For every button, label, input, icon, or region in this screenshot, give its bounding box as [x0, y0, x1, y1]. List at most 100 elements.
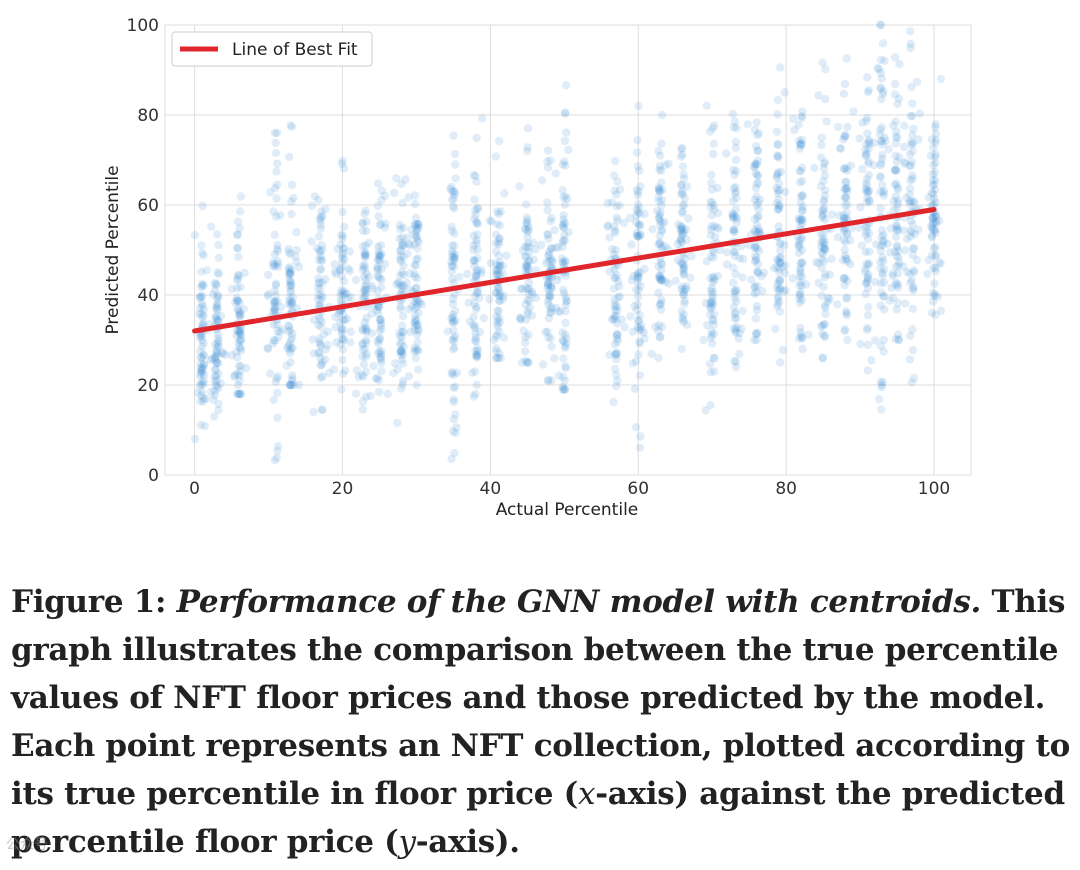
scatter-point	[676, 152, 686, 161]
scatter-point	[272, 128, 282, 138]
scatter-point	[707, 284, 717, 293]
scatter-point	[417, 300, 427, 309]
scatter-point	[891, 262, 901, 271]
scatter-point	[470, 262, 479, 271]
scatter-point	[876, 83, 886, 92]
scatter-point	[797, 113, 806, 123]
scatter-point	[931, 150, 940, 159]
scatter-point	[706, 367, 715, 377]
scatter-point	[751, 243, 760, 252]
scatter-point	[493, 316, 502, 325]
scatter-point	[515, 182, 524, 191]
scatter-point	[679, 266, 688, 276]
scatter-point	[561, 300, 570, 309]
scatter-point	[935, 258, 944, 267]
scatter-point	[521, 225, 531, 234]
scatter-point	[754, 228, 763, 237]
scatter-point	[240, 268, 249, 278]
scatter-point	[648, 225, 657, 234]
scatter-point	[531, 245, 540, 254]
scatter-point	[471, 271, 481, 281]
scatter-point	[657, 298, 666, 308]
scatter-point	[879, 347, 888, 356]
scatter-point	[820, 158, 830, 167]
scatter-point	[495, 234, 504, 243]
scatter-point	[547, 244, 556, 253]
scatter-point	[633, 323, 642, 332]
scatter-point	[413, 337, 422, 347]
caption-text-2: -axis) against the predicted percentile …	[11, 776, 1065, 860]
scatter-point	[839, 227, 849, 236]
scatter-point	[862, 227, 871, 236]
scatter-point	[796, 264, 805, 273]
scatter-point	[677, 307, 686, 316]
scatter-point	[359, 287, 368, 296]
scatter-point	[392, 280, 401, 289]
scatter-point	[314, 255, 324, 265]
scatter-point	[671, 276, 680, 285]
scatter-point	[858, 165, 867, 174]
scatter-point	[754, 178, 763, 188]
scatter-point	[863, 88, 873, 97]
scatter-point	[753, 171, 762, 180]
scatter-point	[494, 284, 503, 293]
scatter-point	[197, 309, 206, 318]
scatter-point	[846, 236, 855, 245]
scatter-point	[731, 324, 741, 334]
scatter-point	[864, 260, 873, 270]
scatter-point	[380, 223, 390, 232]
scatter-point	[680, 261, 689, 271]
scatter-point	[820, 191, 830, 200]
scatter-point	[269, 262, 278, 271]
scatter-point	[495, 327, 504, 336]
scatter-point	[751, 241, 760, 250]
scatter-point	[544, 247, 554, 256]
scatter-point	[730, 357, 739, 366]
scatter-point	[358, 397, 368, 406]
scatter-point	[195, 292, 205, 302]
scatter-point	[272, 180, 282, 189]
scatter-point	[930, 167, 939, 177]
scatter-point	[397, 332, 406, 341]
scatter-point	[522, 252, 531, 261]
scatter-point	[789, 114, 798, 124]
scatter-point	[218, 348, 227, 357]
scatter-point	[794, 120, 803, 130]
scatter-point	[707, 339, 717, 348]
scatter-point	[235, 224, 244, 233]
scatter-point	[677, 221, 686, 231]
scatter-point	[546, 304, 556, 313]
scatter-point	[893, 298, 902, 308]
scatter-point	[879, 278, 889, 287]
scatter-point	[899, 226, 909, 235]
scatter-point	[775, 204, 784, 213]
scatter-point	[492, 312, 501, 321]
scatter-point	[750, 283, 760, 292]
scatter-point	[195, 381, 205, 390]
scatter-point	[753, 260, 763, 269]
scatter-point	[470, 367, 480, 376]
scatter-point	[448, 195, 457, 205]
scatter-point	[795, 272, 804, 281]
scatter-point	[862, 198, 872, 207]
scatter-point	[524, 243, 534, 252]
scatter-point	[292, 304, 302, 313]
scatter-point	[285, 267, 294, 277]
scatter-point	[235, 389, 244, 399]
scatter-point	[774, 195, 783, 204]
grid	[165, 24, 971, 476]
scatter-point	[820, 332, 829, 342]
scatter-point	[316, 224, 326, 233]
scatter-point	[199, 397, 208, 406]
scatter-point	[840, 79, 850, 89]
scatter-point	[797, 112, 807, 121]
scatter-point	[390, 188, 399, 198]
scatter-point	[492, 332, 501, 341]
scatter-point	[820, 320, 829, 329]
scatter-point	[468, 368, 477, 377]
scatter-point	[210, 278, 219, 288]
scatter-point	[316, 373, 326, 382]
scatter-point	[449, 370, 458, 380]
scatter-point	[195, 333, 205, 342]
scatter-point	[634, 187, 643, 196]
